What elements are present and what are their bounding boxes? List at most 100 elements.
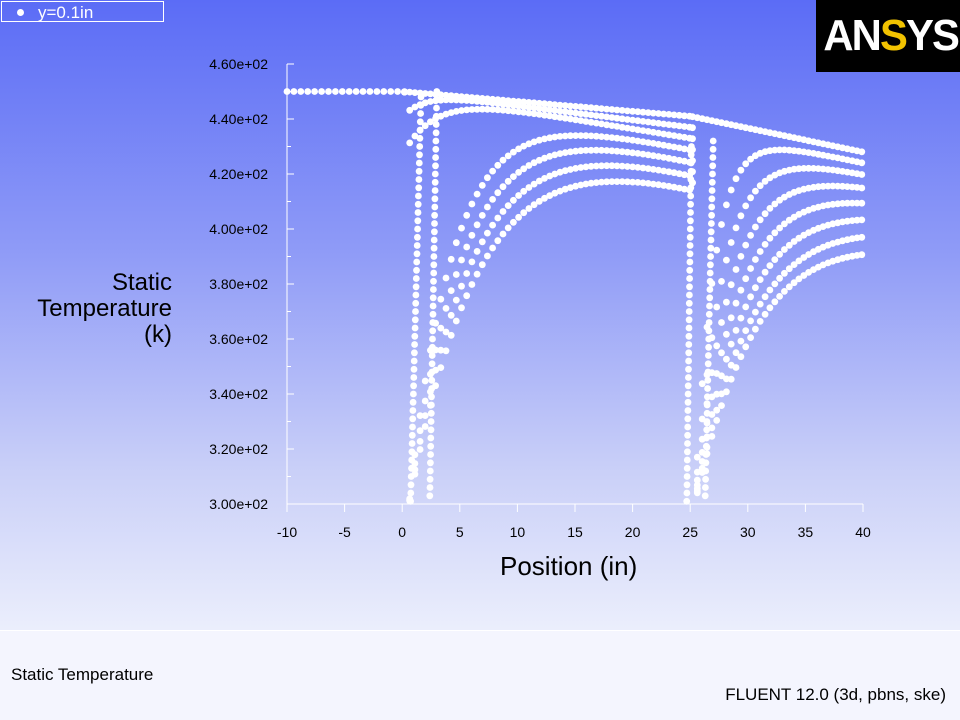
data-point bbox=[489, 167, 496, 175]
data-point bbox=[541, 194, 548, 202]
data-point bbox=[675, 156, 683, 164]
data-point bbox=[634, 137, 642, 145]
data-point bbox=[670, 132, 678, 140]
data-point bbox=[494, 161, 502, 169]
data-point bbox=[504, 202, 512, 210]
data-point bbox=[660, 141, 668, 149]
data-point bbox=[723, 201, 730, 209]
data-point bbox=[535, 156, 543, 164]
data-point bbox=[447, 331, 455, 339]
data-point bbox=[551, 151, 559, 159]
data-point bbox=[428, 393, 435, 401]
data-point bbox=[290, 88, 298, 95]
data-point bbox=[437, 364, 445, 371]
data-point bbox=[582, 110, 590, 118]
data-point bbox=[756, 276, 764, 283]
data-point bbox=[742, 343, 750, 351]
data-point bbox=[675, 170, 683, 178]
data-point bbox=[684, 390, 692, 398]
data-point bbox=[525, 205, 533, 212]
data-point bbox=[644, 151, 652, 159]
data-point bbox=[551, 133, 559, 141]
data-point bbox=[541, 100, 548, 108]
data-point bbox=[681, 171, 688, 179]
data-point bbox=[665, 131, 673, 139]
y-axis-label: Static Temperature (k) bbox=[0, 270, 172, 348]
data-point bbox=[431, 211, 438, 219]
data-point bbox=[649, 180, 657, 188]
data-point bbox=[406, 88, 414, 96]
data-point bbox=[687, 192, 695, 200]
data-point bbox=[781, 246, 788, 253]
data-point bbox=[613, 178, 621, 186]
data-point bbox=[561, 149, 569, 157]
data-point bbox=[685, 308, 693, 315]
data-point bbox=[561, 108, 569, 116]
data-point bbox=[452, 96, 460, 104]
data-point bbox=[687, 200, 694, 208]
data-point bbox=[655, 140, 662, 148]
x-tick-label: -5 bbox=[338, 524, 351, 540]
data-point bbox=[442, 274, 450, 282]
data-point bbox=[681, 123, 688, 130]
data-point bbox=[484, 99, 491, 106]
ansys-logo: ANSYS bbox=[816, 0, 960, 72]
data-point bbox=[421, 423, 429, 430]
data-point bbox=[484, 105, 491, 113]
data-point bbox=[556, 187, 564, 195]
data-point bbox=[839, 200, 846, 207]
data-point bbox=[504, 101, 512, 109]
data-point bbox=[708, 211, 715, 219]
data-point bbox=[409, 398, 417, 406]
data-point bbox=[556, 133, 564, 140]
y-tick-label: 3.20e+02 bbox=[209, 441, 268, 457]
data-point bbox=[410, 374, 418, 381]
data-point bbox=[407, 473, 415, 480]
data-point bbox=[387, 88, 395, 95]
data-point bbox=[504, 224, 512, 232]
x-axis-label: Position (in) bbox=[500, 551, 638, 581]
data-point bbox=[577, 117, 585, 124]
data-point bbox=[687, 167, 695, 175]
data-point bbox=[452, 271, 460, 278]
data-point bbox=[624, 107, 631, 115]
data-point bbox=[416, 446, 424, 453]
data-point bbox=[530, 180, 538, 188]
data-point bbox=[410, 382, 417, 390]
data-point bbox=[318, 88, 325, 95]
y-tick-label: 3.80e+02 bbox=[209, 276, 268, 292]
data-point bbox=[613, 106, 621, 114]
data-point bbox=[713, 303, 721, 311]
data-point bbox=[603, 133, 611, 141]
data-point bbox=[416, 134, 424, 142]
data-point bbox=[407, 481, 415, 489]
data-point bbox=[687, 184, 695, 192]
data-point bbox=[561, 185, 569, 193]
data-point bbox=[411, 103, 419, 111]
data-point bbox=[416, 438, 424, 445]
data-point bbox=[685, 332, 693, 340]
data-point bbox=[432, 137, 440, 145]
data-point bbox=[430, 269, 438, 277]
data-point bbox=[713, 417, 721, 424]
data-point bbox=[685, 316, 693, 324]
data-point bbox=[426, 484, 434, 491]
data-point bbox=[572, 165, 579, 172]
data-point bbox=[687, 151, 695, 159]
legend: y=0.1in bbox=[1, 1, 164, 22]
data-point bbox=[489, 196, 496, 203]
data-point bbox=[352, 88, 360, 95]
data-point bbox=[683, 489, 691, 497]
data-point bbox=[624, 163, 631, 170]
data-point bbox=[718, 372, 725, 380]
data-point bbox=[800, 272, 808, 279]
data-point bbox=[708, 433, 716, 440]
data-point bbox=[416, 412, 424, 419]
data-point bbox=[447, 311, 455, 319]
data-point bbox=[598, 162, 605, 170]
data-point bbox=[771, 229, 779, 237]
data-point bbox=[484, 252, 491, 260]
data-point bbox=[442, 110, 450, 118]
data-point bbox=[670, 169, 678, 177]
data-point bbox=[572, 116, 579, 124]
